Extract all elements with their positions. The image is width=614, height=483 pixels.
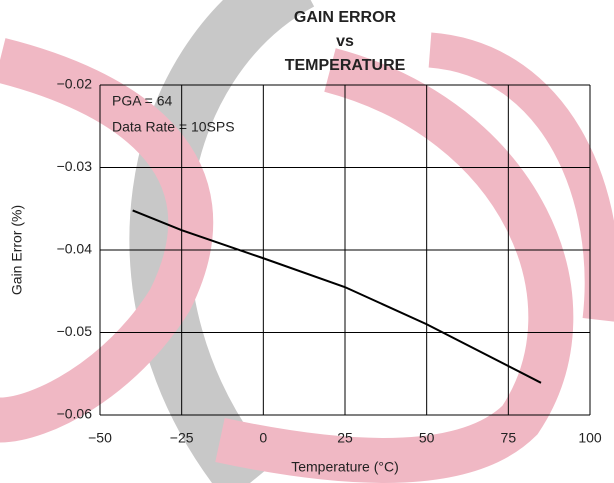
chart-title: vs [336, 33, 354, 50]
y-tick-label: −0.06 [57, 406, 93, 422]
y-tick-label: −0.03 [57, 158, 93, 174]
y-tick-label: −0.05 [57, 323, 93, 339]
x-tick-label: −25 [170, 430, 194, 446]
y-tick-label: −0.02 [57, 76, 93, 92]
y-axis-label: Gain Error (%) [9, 205, 25, 295]
line [132, 209, 542, 384]
x-tick-label: 50 [419, 430, 435, 446]
x-tick-label: 25 [337, 430, 353, 446]
annotation: Data Rate = 10SPS [112, 119, 235, 135]
x-tick-label: 75 [501, 430, 517, 446]
x-tick-label: −50 [88, 430, 112, 446]
x-tick-label: 0 [259, 430, 267, 446]
chart-title: TEMPERATURE [285, 57, 406, 74]
y-tick-label: −0.04 [57, 241, 93, 257]
chart-title: GAIN ERROR [294, 9, 397, 26]
x-axis-label: Temperature (°C) [291, 459, 399, 475]
x-tick-label: 100 [578, 430, 602, 446]
annotation: PGA = 64 [112, 93, 173, 109]
